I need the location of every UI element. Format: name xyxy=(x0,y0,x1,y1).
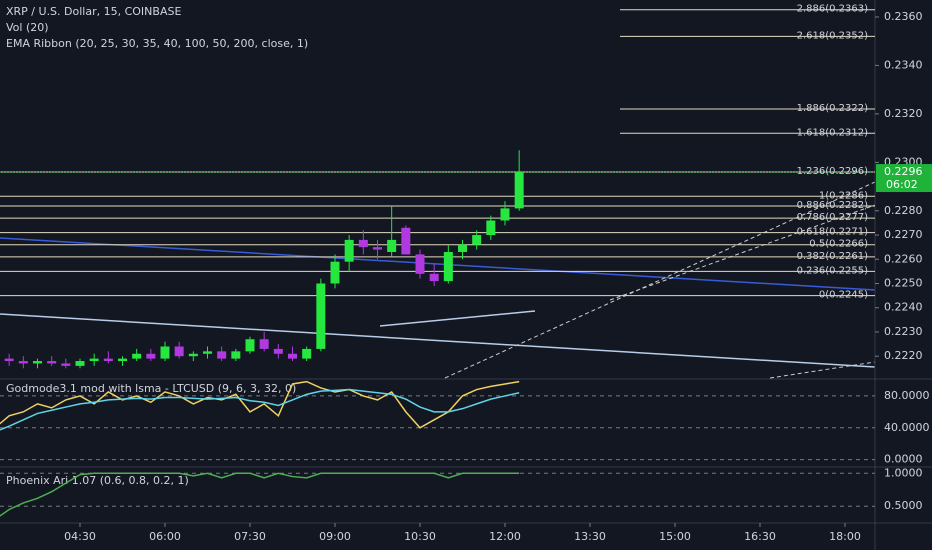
candle-body xyxy=(415,254,425,274)
y-tick-label: 1.0000 xyxy=(884,466,923,479)
candle-body xyxy=(174,346,184,357)
y-tick-label: 0.2260 xyxy=(884,252,923,265)
candle-body xyxy=(443,252,453,282)
candle-body xyxy=(500,208,510,221)
y-tick-label: 0.2220 xyxy=(884,349,923,362)
candle-body xyxy=(458,244,467,252)
y-tick-label: 0.2240 xyxy=(884,301,923,314)
pane-title: Godmode3.1 mod with lsma - LTCUSD (9, 6,… xyxy=(6,382,296,395)
y-tick-label: 0.2340 xyxy=(884,58,923,71)
x-tick-label: 09:00 xyxy=(319,530,351,543)
fib-label: 2.886(0.2363) xyxy=(797,4,869,15)
overlay-label: Vol (20) xyxy=(6,21,49,34)
x-tick-label: 15:00 xyxy=(659,530,691,543)
candle-body xyxy=(231,351,241,359)
candle-body xyxy=(203,351,212,354)
candle-body xyxy=(302,348,312,359)
fib-label: 0.382(0.2261) xyxy=(797,251,869,262)
candle-body xyxy=(61,363,71,366)
y-tick-label: 0.2320 xyxy=(884,107,923,120)
fib-label: 1.886(0.2322) xyxy=(797,103,869,114)
y-tick-label: 0.5000 xyxy=(884,499,923,512)
y-tick-label: 0.2270 xyxy=(884,228,923,241)
fib-label: 0.236(0.2255) xyxy=(797,265,869,276)
indicator-line xyxy=(0,380,520,429)
x-tick-label: 10:30 xyxy=(404,530,436,543)
x-tick-label: 06:00 xyxy=(149,530,181,543)
fib-label: 0.786(0.2277) xyxy=(797,212,869,223)
trend-line xyxy=(0,313,876,368)
candle-body xyxy=(387,239,397,252)
y-tick-label: 80.0000 xyxy=(884,389,930,402)
candle-body xyxy=(217,351,227,359)
fib-label: 1.236(0.2296) xyxy=(797,166,869,177)
x-tick-label: 18:00 xyxy=(829,530,861,543)
candle-body xyxy=(188,353,198,357)
candle-body xyxy=(47,361,57,364)
fib-label: 1(0.2286) xyxy=(819,190,868,201)
y-tick-label: 0.2250 xyxy=(884,277,923,290)
candle-body xyxy=(132,353,142,359)
candle-body xyxy=(75,361,85,366)
fib-label: 0(0.2245) xyxy=(819,290,868,301)
fib-label: 0.886(0.2282) xyxy=(797,200,869,211)
trend-line xyxy=(444,181,876,379)
candle-body xyxy=(429,273,439,282)
fib-label: 0.5(0.2266) xyxy=(809,239,868,250)
x-tick-label: 13:30 xyxy=(574,530,606,543)
y-tick-label: 0.2360 xyxy=(884,10,923,23)
candle-body xyxy=(273,348,283,354)
trend-line xyxy=(379,310,536,327)
candle-body xyxy=(288,353,297,359)
chart-title: XRP / U.S. Dollar, 15, COINBASE xyxy=(6,5,181,18)
x-tick-label: 07:30 xyxy=(234,530,266,543)
candle-body xyxy=(472,235,482,245)
y-tick-label: 40.0000 xyxy=(884,421,930,434)
x-tick-label: 16:30 xyxy=(744,530,776,543)
fib-label: 1.618(0.2312) xyxy=(797,127,869,138)
candle-body xyxy=(245,339,255,352)
candle-body xyxy=(486,220,496,236)
y-tick-label: 0.2280 xyxy=(884,204,923,217)
candle-body xyxy=(316,283,326,349)
trend-line xyxy=(0,237,876,291)
candle-body xyxy=(160,346,170,359)
candle-body xyxy=(103,358,113,362)
candle-body xyxy=(514,172,524,209)
candle-body xyxy=(146,353,156,359)
countdown: 06:02 xyxy=(886,178,918,191)
x-tick-label: 04:30 xyxy=(64,530,96,543)
trend-line xyxy=(769,361,876,379)
fib-label: 0.618(0.2271) xyxy=(797,227,869,238)
candle-body xyxy=(358,239,368,248)
y-tick-label: 0.2230 xyxy=(884,325,923,338)
candle-body xyxy=(118,358,127,362)
indicator-line xyxy=(0,388,520,431)
candle-body xyxy=(18,361,28,364)
price-tag-label: 0.2296 xyxy=(884,165,923,178)
pane-title: Phoenix Ari 1.07 (0.6, 0.8, 0.2, 1) xyxy=(6,474,189,487)
candle-body xyxy=(373,247,382,250)
overlay-label: EMA Ribbon (20, 25, 30, 35, 40, 100, 50,… xyxy=(6,37,308,50)
candle-body xyxy=(330,261,340,284)
indicator-line xyxy=(0,472,520,517)
candle-body xyxy=(33,361,42,364)
candle-body xyxy=(259,339,269,349)
y-tick-label: 0.0000 xyxy=(884,453,923,466)
x-tick-label: 12:00 xyxy=(489,530,521,543)
candle-body xyxy=(4,358,14,362)
price-tag xyxy=(876,164,932,193)
trend-line xyxy=(609,204,876,301)
fib-label: 2.618(0.2352) xyxy=(797,30,869,41)
candle-body xyxy=(401,227,411,255)
candle-body xyxy=(89,358,99,362)
candle-body xyxy=(344,239,354,262)
